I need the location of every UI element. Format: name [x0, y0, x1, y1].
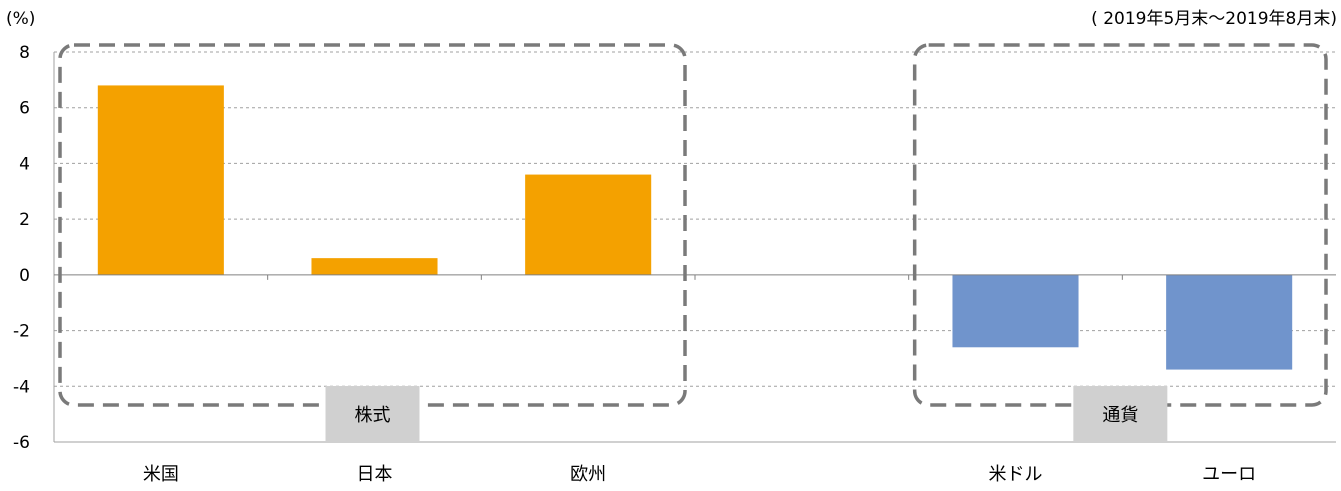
y-tick-label: -4	[13, 377, 30, 397]
y-tick-label: 0	[19, 266, 30, 286]
grid-lines	[54, 51, 1336, 387]
bar-6	[1166, 274, 1293, 370]
bar-2	[311, 258, 438, 275]
y-tick-label: 4	[19, 154, 30, 174]
labels: (%) ( 2019年5月末～2019年8月末)	[6, 9, 1337, 29]
y-tick-label: -6	[13, 433, 30, 453]
x-tick-label: 米国	[143, 464, 179, 485]
y-tick-label: 2	[19, 210, 30, 230]
group-box-1	[58, 43, 687, 407]
bars	[97, 85, 1293, 370]
group-boxes: 株式 通貨	[58, 43, 1328, 442]
x-tick-label: 欧州	[570, 464, 606, 485]
period-label: ( 2019年5月末～2019年8月末)	[1091, 9, 1337, 29]
bar-5	[952, 274, 1079, 348]
group-label-bg-1	[325, 386, 420, 442]
x-tick-label: 米ドル	[989, 464, 1043, 485]
axes: 8 6 4 2 0 -2 -4 -6 米国 日本 欧州 米ドル ユーロ	[13, 43, 1336, 485]
y-tick-label: 6	[19, 99, 30, 119]
x-tick-label: ユーロ	[1202, 464, 1256, 485]
y-unit-label: (%)	[6, 9, 35, 29]
y-tick-label: 8	[19, 43, 30, 63]
bar-1	[97, 85, 224, 275]
y-tick-label: -2	[13, 322, 30, 342]
bar-3	[525, 174, 652, 275]
group-label-2: 通貨	[1102, 405, 1138, 426]
group-label-bg-2	[1073, 386, 1168, 442]
group-label-1: 株式	[355, 405, 391, 426]
x-tick-label: 日本	[357, 464, 393, 485]
